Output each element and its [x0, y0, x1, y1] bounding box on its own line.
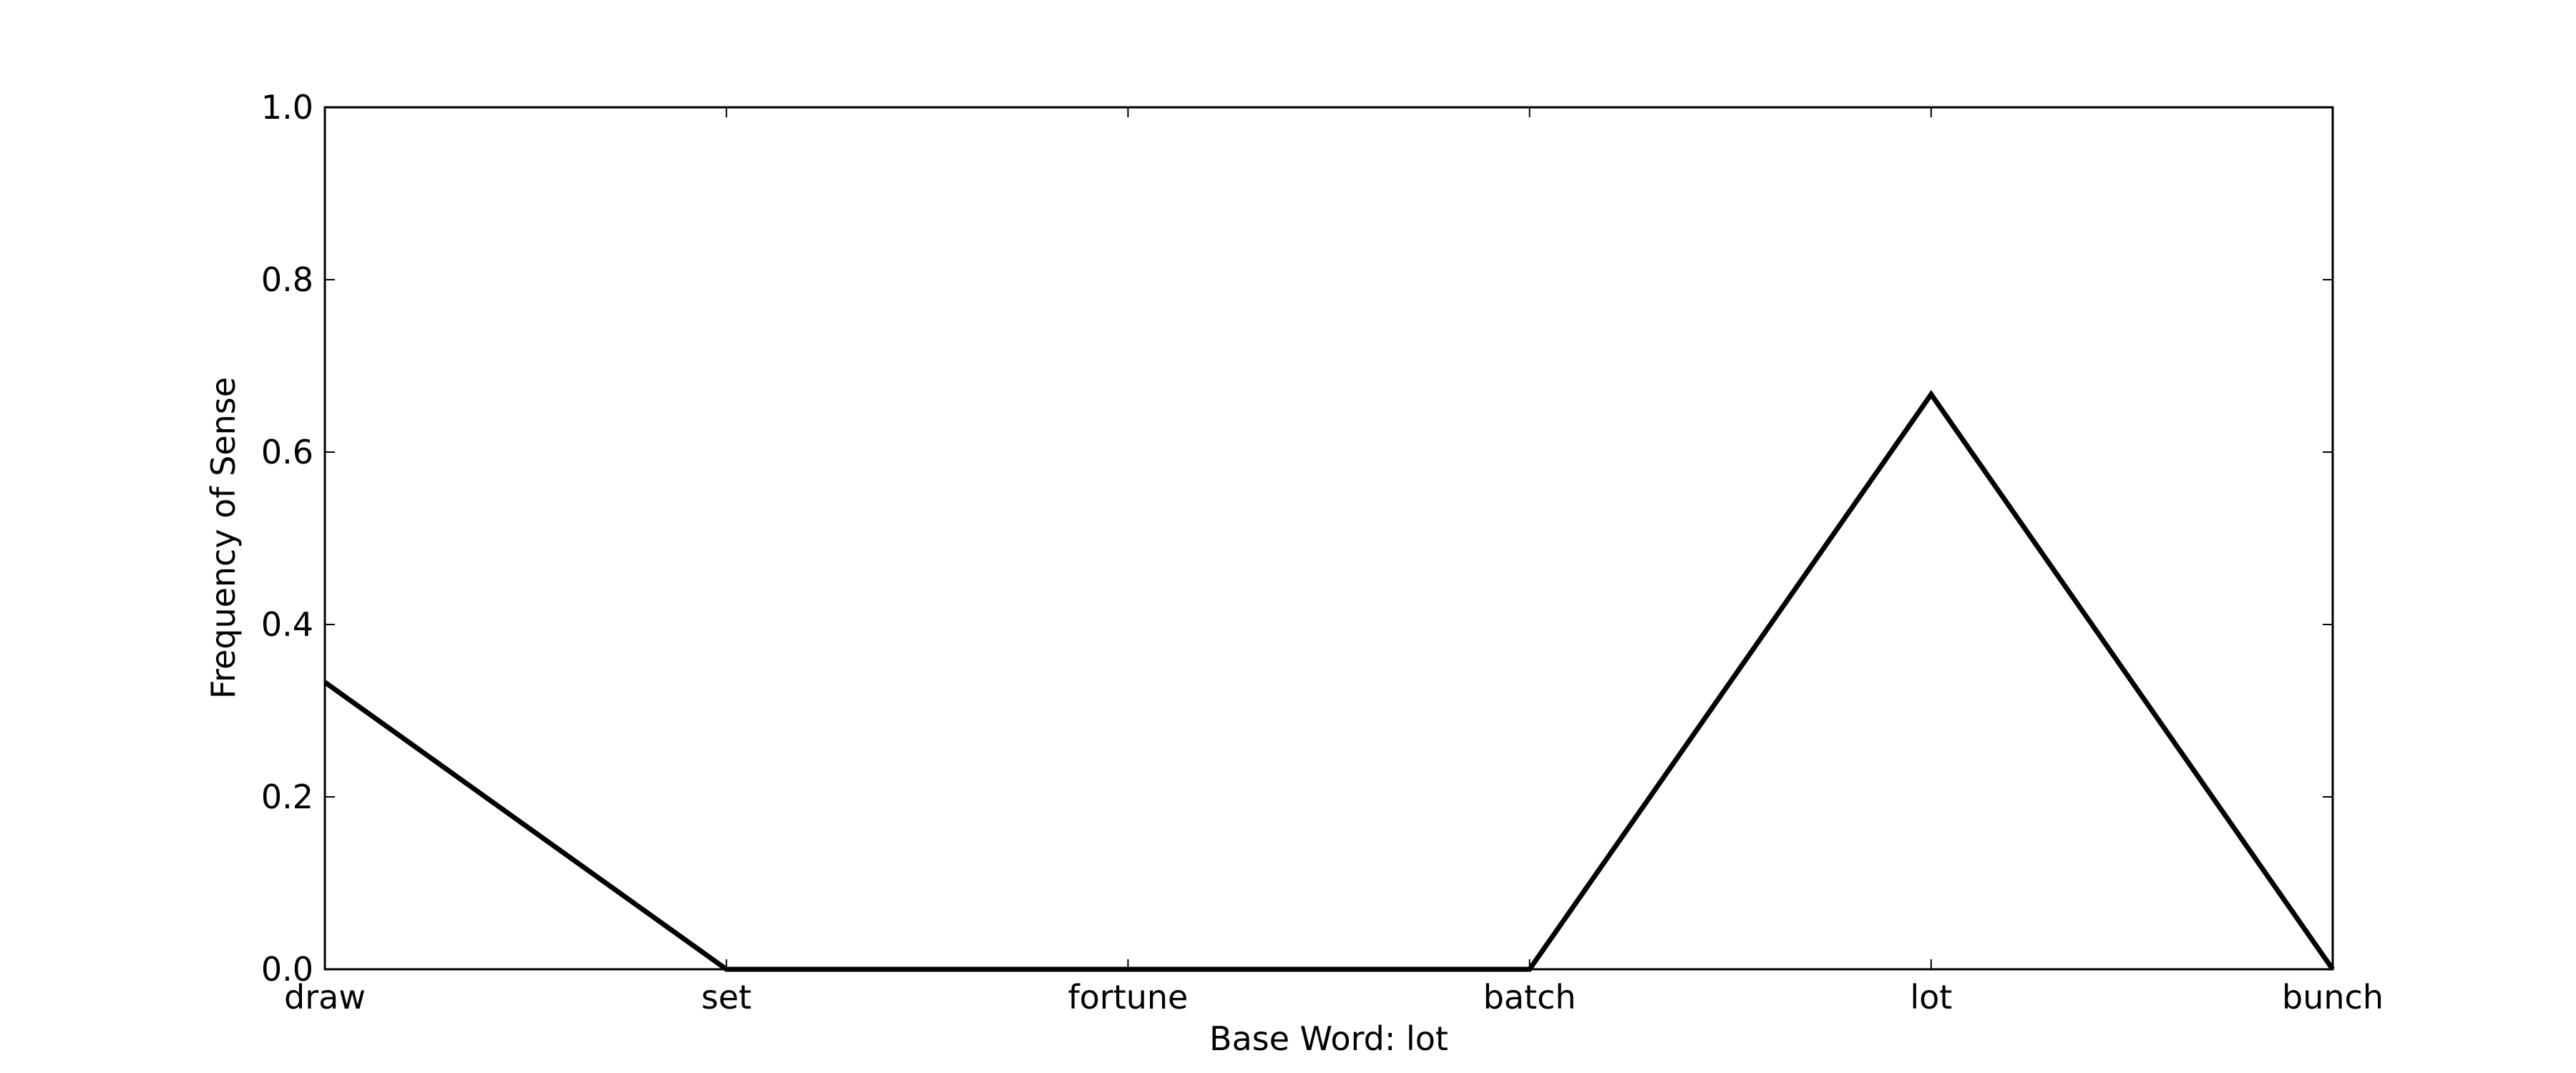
y-tick-label: 0.8	[261, 260, 313, 299]
x-tick-label: fortune	[1068, 978, 1188, 1016]
x-tick-labels: draw set fortune batch lot bunch	[284, 978, 2384, 1016]
y-tick-label: 0.0	[261, 950, 313, 989]
y-axis-label: Frequency of Sense	[204, 377, 243, 699]
x-tick-label: lot	[1910, 978, 1952, 1016]
y-tick-label: 0.2	[261, 778, 313, 816]
y-tick-labels: 0.0 0.2 0.4 0.6 0.8 1.0	[261, 88, 313, 989]
x-tick-label: set	[701, 978, 751, 1016]
x-tick-label: batch	[1483, 978, 1576, 1016]
plot-area	[325, 107, 2333, 969]
y-tick-label: 0.6	[261, 433, 313, 471]
plot-frame	[323, 106, 2334, 971]
x-axis-label: Base Word: lot	[1209, 1019, 1448, 1058]
x-tick-label: draw	[284, 978, 366, 1016]
x-tick-label: bunch	[2282, 978, 2384, 1016]
y-tick-label: 0.4	[261, 605, 313, 644]
y-tick-label: 1.0	[261, 88, 313, 127]
